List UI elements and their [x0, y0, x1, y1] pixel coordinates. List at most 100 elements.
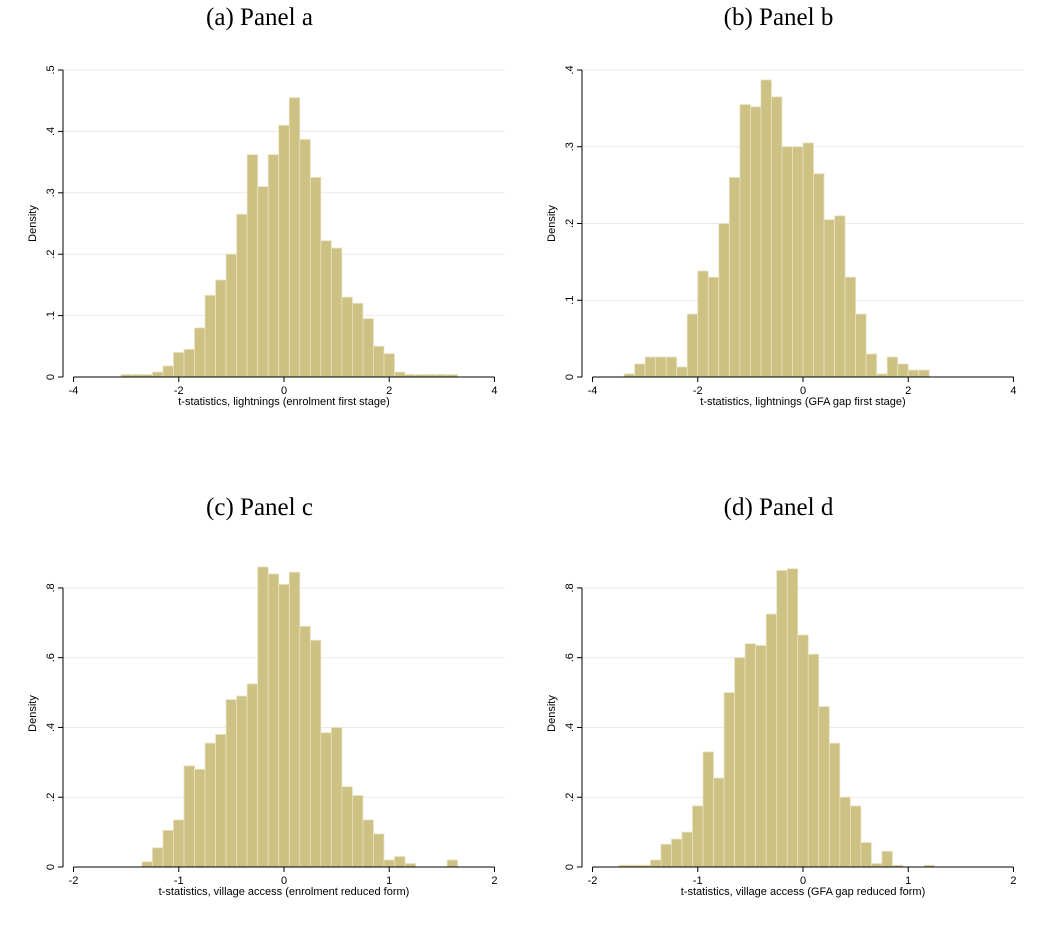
- x-tick-label: -2: [588, 875, 598, 887]
- histogram-bar: [849, 805, 862, 868]
- histogram-bar: [383, 859, 395, 868]
- y-tick-label: .8: [45, 583, 57, 592]
- histogram-bar: [744, 643, 757, 868]
- x-tick-label: 0: [800, 385, 806, 397]
- y-axis-title: Density: [546, 205, 558, 242]
- x-axis-title: t-statistics, village access (enrolment …: [159, 886, 410, 898]
- histogram-bar: [352, 302, 364, 378]
- histogram-bar: [383, 353, 395, 378]
- histogram-bar: [299, 625, 311, 868]
- histogram-bar: [723, 692, 735, 868]
- x-tick-label: 2: [491, 875, 497, 887]
- y-tick-label: 0: [45, 374, 57, 380]
- histogram-bar: [886, 356, 899, 378]
- histogram-bar: [173, 352, 185, 378]
- histogram-bar: [881, 850, 893, 868]
- y-tick-label: .8: [564, 583, 576, 592]
- histogram-bar: [865, 353, 878, 378]
- histogram-bar: [267, 154, 280, 378]
- y-tick-label: .6: [564, 653, 576, 662]
- histogram-bar: [341, 296, 353, 378]
- panel-c: (c) Panel c -2 -1 0 1 2 0 .2 .4 .6 .8 t-statistics…: [0, 490, 519, 944]
- x-tick-label: -2: [693, 385, 703, 397]
- y-tick-label: .5: [45, 65, 57, 74]
- histogram-bar: [194, 768, 206, 868]
- x-tick-label: 2: [1010, 875, 1016, 887]
- histogram-bar: [860, 842, 872, 868]
- histogram-bar: [755, 645, 767, 868]
- x-tick-label: 1: [386, 875, 392, 887]
- histogram-bar: [246, 683, 259, 868]
- panel-c-title: (c) Panel c: [206, 494, 313, 521]
- histogram-bar: [288, 97, 301, 378]
- histogram-bar: [278, 124, 290, 378]
- panel-a: (a) Panel a -4 -2 0 2 4 0 .1 .2 .3 .4 .5 t-statisti…: [0, 0, 519, 454]
- histogram-bar: [792, 146, 804, 378]
- histogram-bar: [776, 570, 788, 868]
- histogram-bar: [781, 146, 793, 378]
- x-tick-label: 4: [1010, 385, 1016, 397]
- histogram-bar: [204, 294, 216, 378]
- histogram-bar: [813, 173, 825, 378]
- histogram-bar: [692, 805, 704, 868]
- histogram-bar: [828, 742, 841, 868]
- histogram-bar: [162, 829, 174, 868]
- x-tick-label: -4: [588, 385, 598, 397]
- histogram-bar: [152, 371, 164, 378]
- histogram-bar: [352, 795, 364, 868]
- histogram-bar: [341, 786, 353, 868]
- histogram-bar: [320, 732, 332, 868]
- y-tick-label: 0: [45, 864, 57, 870]
- histogram-bar: [839, 796, 851, 868]
- histogram-bar: [918, 369, 930, 378]
- histogram-bar: [697, 270, 709, 378]
- histogram-bar: [362, 318, 374, 378]
- x-tick-label: -2: [174, 385, 184, 397]
- histogram-bar: [373, 833, 385, 868]
- histogram-bar: [288, 571, 301, 868]
- histogram-bar: [215, 734, 227, 868]
- histogram-bar: [807, 653, 820, 868]
- x-tick-label: -4: [69, 385, 79, 397]
- y-axis-title: Density: [27, 205, 39, 242]
- histogram-bar: [246, 154, 259, 378]
- histogram-bar: [236, 695, 248, 868]
- histogram-bar: [204, 742, 216, 868]
- panel-b-histogram: -4 -2 0 2 4 0 .1 .2 .3 .4 t-statistics, lightnings…: [546, 65, 1024, 408]
- histogram-bar: [394, 371, 406, 378]
- histogram-bar: [855, 313, 867, 378]
- x-tick-label: 1: [905, 875, 911, 887]
- histogram-bar: [404, 863, 416, 868]
- histogram-bar: [760, 79, 772, 378]
- histogram-bar: [702, 751, 714, 868]
- x-tick-label: -1: [693, 875, 703, 887]
- histogram-bar: [834, 215, 846, 378]
- histogram-bar: [215, 279, 227, 378]
- x-tick-label: 0: [281, 385, 287, 397]
- histogram-bar: [183, 765, 195, 868]
- y-tick-label: .2: [564, 793, 576, 802]
- panel-c-histogram: -2 -1 0 1 2 0 .2 .4 .6 .8 t-statistics, village ac…: [27, 566, 505, 898]
- x-axis-title: t-statistics, lightnings (enrolment firs…: [178, 396, 390, 408]
- histogram-bar: [771, 96, 783, 378]
- histogram-bar: [650, 859, 662, 868]
- x-tick-label: 0: [800, 875, 806, 887]
- histogram-bar: [309, 177, 322, 378]
- histogram-bar: [713, 777, 725, 868]
- histogram-bar: [373, 345, 385, 378]
- histogram-bar: [739, 104, 751, 378]
- y-tick-label: 0: [564, 864, 576, 870]
- histogram-bar: [257, 186, 269, 378]
- histogram-bar: [871, 863, 883, 868]
- histogram-bar: [844, 276, 857, 378]
- histogram-bar: [686, 313, 699, 378]
- y-tick-label: .4: [45, 723, 57, 732]
- histogram-bar: [152, 847, 164, 868]
- histogram-bar: [236, 213, 248, 378]
- y-tick-label: .4: [564, 65, 576, 74]
- histogram-bar: [671, 838, 683, 868]
- x-tick-label: 4: [491, 385, 497, 397]
- histogram-bar: [765, 613, 778, 868]
- histogram-bar: [749, 106, 762, 378]
- histogram-bar: [394, 856, 406, 868]
